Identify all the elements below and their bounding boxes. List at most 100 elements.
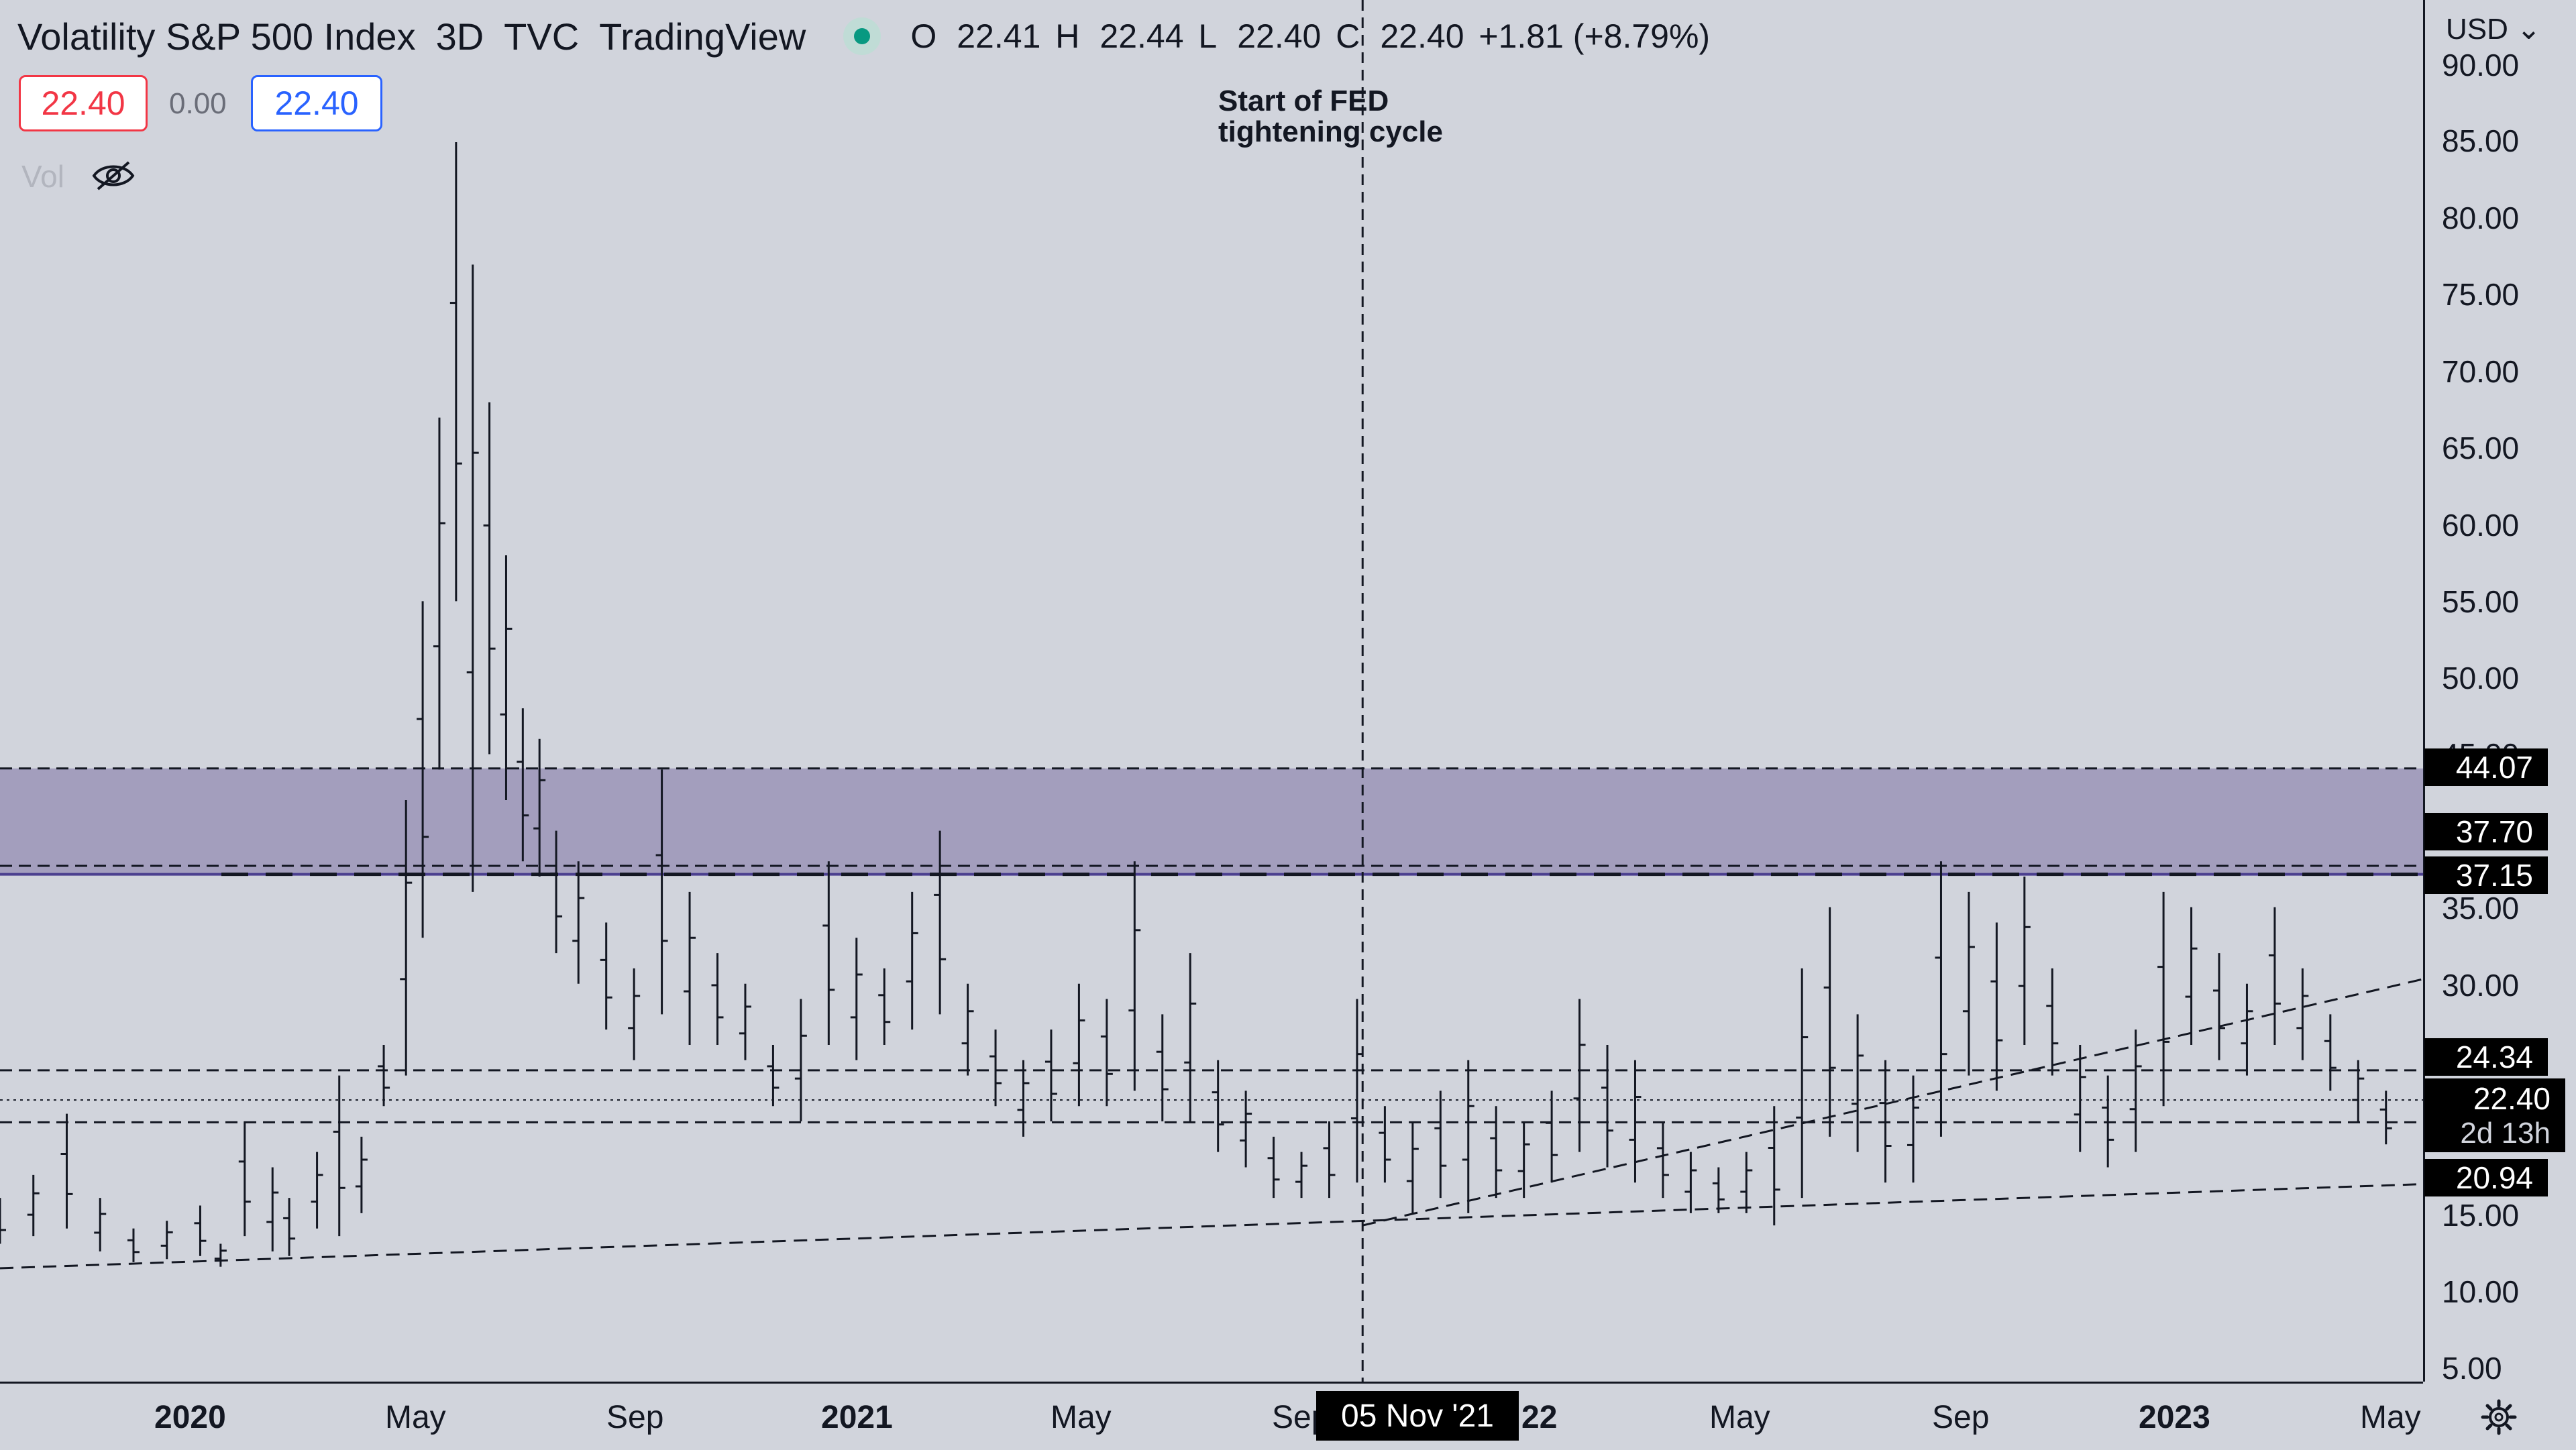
ohlc-bar [1796, 968, 1809, 1198]
ohlc-bar [906, 891, 918, 1030]
price-label-zone-top[interactable]: 44.07 [2424, 748, 2548, 786]
price-label-upper-level[interactable]: 24.34 [2424, 1038, 2548, 1076]
price-tick: 85.00 [2442, 123, 2520, 158]
ohlc-bar [214, 1243, 227, 1267]
ohlc-bar [711, 953, 724, 1045]
ohlc-bar [1184, 953, 1197, 1122]
ohlc-bar [160, 1221, 173, 1260]
fed-annotation[interactable]: Start of FED tightening cycle [1218, 85, 1443, 148]
price-label-zone-inner[interactable]: 37.70 [2424, 813, 2548, 850]
low-value: 22.40 [1237, 17, 1322, 55]
price-tick: 65.00 [2442, 431, 2520, 465]
ohlc-bar [550, 830, 563, 954]
ohlc-bar [311, 1152, 323, 1229]
ohlc-bar [449, 142, 462, 602]
ohlc-bar [1879, 1060, 1892, 1183]
ohlc-bar [1601, 1044, 1614, 1168]
price-tick: 70.00 [2442, 354, 2520, 389]
time-tick: 2021 [821, 1400, 893, 1435]
currency-selector[interactable]: USD ⌄ [2446, 12, 2541, 46]
sell-button[interactable]: 22.40 [19, 75, 148, 131]
ohlc-values: O 22.41 H 22.44 L 22.40 C 22.40 +1.81 (+8.79… [910, 17, 1715, 56]
price-tick: 30.00 [2442, 968, 2520, 1003]
resistance-zone [0, 768, 2423, 875]
ohlc-bar [517, 708, 529, 862]
ohlc-bar [2046, 968, 2059, 1076]
low-label: L [1198, 17, 1218, 55]
ohlc-bar [333, 1075, 345, 1237]
ohlc-bar [1490, 1106, 1503, 1198]
ohlc-bar [60, 1113, 73, 1229]
ohlc-bar [1379, 1106, 1391, 1183]
ohlc-bar [1156, 1014, 1169, 1122]
time-tick: Sep [1932, 1400, 1990, 1435]
ohlc-bar [572, 861, 585, 984]
ohlc-bar [1044, 1029, 1057, 1122]
high-label: H [1055, 17, 1080, 55]
ohlc-bar [1406, 1121, 1419, 1213]
ohlc-bar [283, 1198, 296, 1256]
ohlc-bar [878, 968, 891, 1045]
ohlc-bar [1629, 1060, 1642, 1183]
ohlc-bar [94, 1198, 107, 1251]
ohlc-bar [1823, 907, 1836, 1137]
price-label-lower-level[interactable]: 20.94 [2424, 1159, 2548, 1196]
symbol-name[interactable]: Volatility S&P 500 Index [17, 15, 416, 58]
ohlc-bar [483, 402, 496, 755]
ohlc-bar [417, 601, 429, 938]
high-value: 22.44 [1099, 17, 1184, 55]
ohlc-bar [0, 1198, 6, 1244]
time-axis[interactable] [0, 1382, 2423, 1450]
ohlc-bar [466, 264, 479, 892]
gear-icon[interactable] [2481, 1399, 2517, 1435]
ohlc-bar [1240, 1091, 1252, 1168]
ohlc-bar [2296, 968, 2309, 1060]
time-tick: May [2360, 1400, 2421, 1435]
ohlc-bar [1462, 1060, 1474, 1213]
interval-label[interactable]: 3D [435, 15, 484, 58]
ohlc-bar [433, 417, 445, 770]
price-label-zone-bottom[interactable]: 37.15 [2424, 856, 2548, 894]
time-tick: Sep [606, 1400, 664, 1435]
ohlc-bar [2352, 1060, 2365, 1122]
open-label: O [910, 17, 937, 55]
ohlc-bar [266, 1167, 279, 1251]
buy-button[interactable]: 22.40 [251, 75, 382, 131]
ohlc-bar [27, 1174, 40, 1237]
ohlc-bar [961, 983, 974, 1076]
time-tick: May [385, 1400, 446, 1435]
exchange-label: TVC [504, 15, 580, 58]
ohlc-bar [127, 1228, 140, 1262]
ohlc-bar [600, 922, 612, 1030]
time-tick: 22 [1521, 1400, 1558, 1435]
ohlc-bar [1990, 922, 2003, 1091]
ohlc-bar [2268, 907, 2281, 1045]
ohlc-bar [1434, 1091, 1447, 1198]
ohlc-bar [1073, 983, 1085, 1107]
eye-off-icon[interactable] [90, 158, 137, 193]
ohlc-bar [822, 861, 835, 1045]
ohlc-bar [2018, 877, 2031, 1045]
ohlc-bar [1350, 999, 1363, 1183]
ohlc-bar [238, 1121, 251, 1237]
ohlc-bar [989, 1029, 1002, 1107]
ohlc-bar [1295, 1152, 1308, 1198]
ohlc-bar [2379, 1091, 2392, 1145]
ohlc-bar [2185, 907, 2198, 1045]
price-tick: 10.00 [2442, 1274, 2520, 1309]
ohlc-bar [2213, 953, 2226, 1060]
ohlc-bar [2129, 1029, 2142, 1152]
symbol-header: Volatility S&P 500 Index 3D TVC TradingV… [17, 9, 1715, 63]
currency-label: USD [2446, 13, 2508, 46]
price-tick: 55.00 [2442, 584, 2520, 619]
ohlc-bar [1100, 999, 1113, 1107]
last-price-label[interactable]: 22.40 2d 13h [2424, 1078, 2565, 1152]
price-tick: 15.00 [2442, 1198, 2520, 1233]
price-tick: 90.00 [2442, 48, 2520, 82]
ohlc-bar [1768, 1106, 1780, 1226]
ohlc-bar [1517, 1121, 1530, 1198]
ohlc-bar [655, 769, 668, 1015]
crosshair-date-label: 05 Nov '21 [1316, 1391, 1519, 1441]
volume-label: Vol [21, 159, 64, 194]
